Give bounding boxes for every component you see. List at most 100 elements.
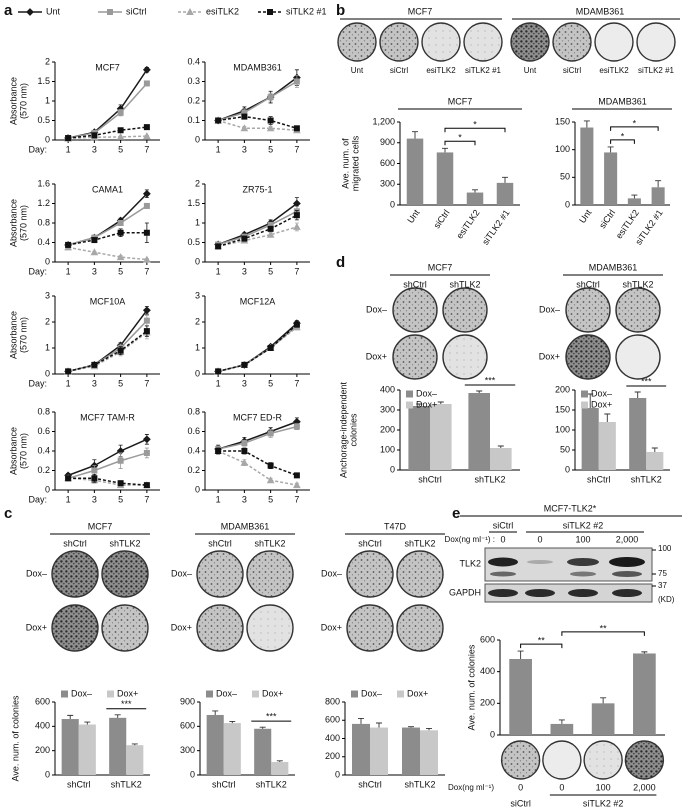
x-tick-label: siCtrl	[597, 208, 617, 231]
legend-label: Dox–	[361, 688, 382, 698]
point	[142, 306, 151, 315]
point	[266, 476, 275, 484]
significance-bracket	[520, 643, 563, 649]
y-tick-label: 0	[45, 484, 50, 494]
y-tick-label: 1.6	[37, 178, 50, 188]
significance-label: **	[600, 623, 608, 633]
y-tick-label: 900	[380, 137, 395, 147]
point	[143, 482, 150, 489]
x-tick-label: 3	[92, 494, 97, 504]
column-label: shCtrl	[63, 538, 87, 548]
point	[215, 243, 222, 250]
column-label: shTLK2	[254, 538, 285, 548]
plate-image	[101, 550, 149, 598]
y-axis-label: Ave. num. of colonies	[10, 695, 20, 781]
x-tick-label: 5	[118, 266, 123, 276]
plate-image	[636, 22, 676, 62]
point	[293, 222, 301, 230]
y-tick-label: 0	[45, 256, 50, 266]
error-bar	[412, 131, 418, 139]
y-axis-label: (570 nm)	[18, 83, 28, 119]
plate-label: esiTLK2	[426, 66, 456, 75]
error-bar	[600, 697, 607, 704]
plate-image	[379, 22, 419, 62]
point	[117, 347, 124, 354]
blot-group: siTLK2 #2	[563, 520, 604, 530]
legend-marker	[107, 9, 113, 15]
y-tick-label: 0.3	[187, 76, 200, 86]
x-axis-label: Day:	[28, 266, 47, 276]
significance-label: *	[633, 118, 637, 128]
error-bar	[583, 120, 590, 128]
series-line	[217, 119, 297, 131]
legend-label: siCtrl	[126, 6, 147, 16]
y-tick-label: 200	[380, 424, 395, 434]
x-tick-label: 3	[242, 494, 247, 504]
x-tick-label: 100	[596, 782, 611, 792]
x-tick-label: 5	[118, 494, 123, 504]
y-axis-label: Absorbance	[8, 77, 18, 125]
y-tick-label: 600	[35, 696, 50, 706]
x-tick-label: 7	[144, 144, 149, 154]
point	[65, 475, 72, 482]
point	[117, 109, 124, 116]
y-tick-label: 3	[45, 290, 50, 300]
bar	[352, 723, 370, 775]
y-axis-label: (570 nm)	[18, 433, 28, 469]
error-bar	[655, 180, 662, 188]
y-tick-label: 0.8	[187, 406, 200, 416]
point	[143, 317, 150, 324]
legend-label: Dox–	[216, 688, 237, 698]
column-label: shCtrl	[358, 538, 382, 548]
x-tick-label: Unt	[577, 207, 594, 225]
y-tick-label: 1,200	[372, 116, 395, 126]
point	[293, 212, 300, 219]
y-tick-label: 0.4	[187, 445, 200, 455]
x-tick-label: Unt	[405, 207, 422, 225]
plate-image	[552, 22, 592, 62]
y-axis-label: Ave. num. of	[340, 138, 350, 189]
bar	[436, 152, 454, 205]
legend-label: siTLK2 #1	[286, 6, 327, 16]
plate-label: esiTLK2	[599, 66, 629, 75]
point	[91, 467, 98, 474]
y-axis-label: (570 nm)	[18, 205, 28, 241]
x-tick-label: shTLK2	[111, 779, 142, 789]
legend-marker	[267, 9, 273, 15]
y-tick-label: 50	[560, 172, 570, 182]
point	[143, 132, 151, 140]
bar	[633, 653, 656, 735]
error-bar	[472, 189, 478, 193]
y-axis-label: Absorbance	[8, 427, 18, 475]
point	[240, 458, 249, 466]
y-axis-label: migrated cells	[350, 135, 360, 191]
point	[90, 248, 99, 256]
band	[488, 557, 518, 567]
error-bar	[358, 717, 364, 724]
x-tick-label: siTLK2 #1	[480, 208, 511, 247]
series-line	[68, 477, 147, 486]
y-tick-label: 3	[195, 290, 200, 300]
bar	[406, 138, 424, 205]
plate-image	[346, 604, 394, 652]
error-bar	[502, 176, 508, 183]
y-tick-label: 900	[180, 696, 195, 706]
x-tick-label: 1	[216, 494, 221, 504]
plate-image	[396, 550, 444, 598]
plate-image	[51, 604, 99, 652]
column-label: shTLK2	[404, 538, 435, 548]
y-tick-label: 800	[325, 696, 340, 706]
y-axis-label: Absorbance	[8, 311, 18, 359]
x-tick-label: shCtrl	[418, 474, 442, 484]
band-label: GAPDH	[449, 587, 481, 597]
point	[91, 361, 98, 368]
series-line	[217, 80, 298, 122]
band	[488, 589, 518, 597]
x-tick-label: 1	[66, 266, 71, 276]
legend-marker	[186, 7, 194, 15]
plate-image	[583, 740, 623, 780]
chart-title: MCF7 ED-R	[233, 412, 282, 422]
y-tick-label: 0.2	[187, 95, 200, 105]
x-tick-label: shCtrl	[212, 779, 236, 789]
